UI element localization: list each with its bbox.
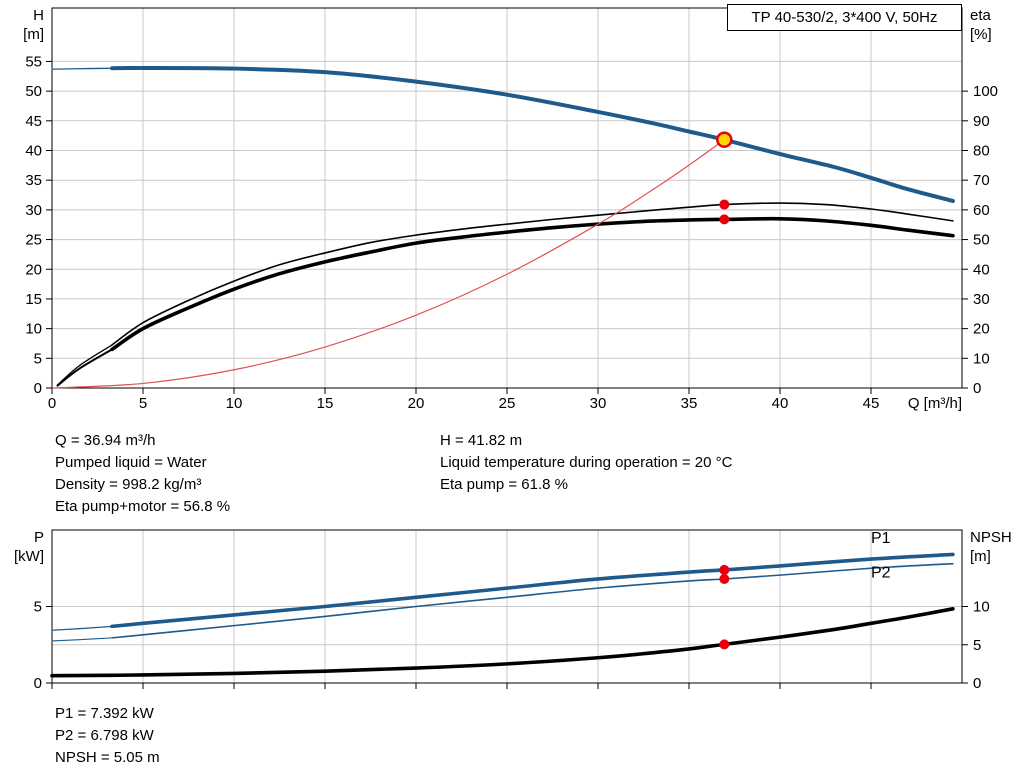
y-left-tick-label: 30 (25, 202, 42, 219)
x-tick-label: 25 (499, 395, 516, 412)
curve-label-P1: P1 (871, 530, 891, 547)
y-left-tick-label: 0 (34, 675, 42, 692)
operating-data-right: H = 41.82 m Liquid temperature during op… (440, 430, 732, 496)
eta-pump-motor-point-marker (719, 214, 730, 225)
p2-point-marker (719, 573, 730, 584)
x-tick-label: 5 (139, 395, 147, 412)
eta-pump-point-marker (719, 199, 730, 210)
curve-P1-lead-in (51, 625, 113, 631)
y-right-tick-label: 0 (973, 380, 981, 397)
x-tick-label: 30 (590, 395, 607, 412)
y-left-tick-label: 40 (25, 143, 42, 160)
y-left-axis-label: [m] (23, 26, 44, 43)
curve-system-curve (51, 139, 725, 389)
x-tick-label: 10 (226, 395, 243, 412)
info-line-liquid: Pumped liquid = Water (55, 454, 207, 471)
info-line-npsh: NPSH = 5.05 m (55, 749, 160, 766)
y-left-tick-label: 45 (25, 113, 42, 130)
info-line-p1: P1 = 7.392 kW (55, 705, 154, 722)
curve-H-lead-in (51, 67, 113, 70)
curve-eta-pump (111, 202, 954, 346)
curve-P2 (111, 562, 954, 639)
y-right-tick-label: 20 (973, 321, 990, 338)
curve-P1 (110, 552, 955, 629)
curve-eta-pump-motor (110, 216, 955, 352)
y-right-tick-label: 5 (973, 637, 981, 654)
y-left-tick-label: 15 (25, 291, 42, 308)
info-line-density: Density = 998.2 kg/m³ (55, 476, 202, 493)
y-right-tick-label: 100 (973, 83, 998, 100)
y-right-tick-label: 10 (973, 599, 990, 616)
y-left-tick-label: 20 (25, 261, 42, 278)
y-left-tick-label: 5 (34, 599, 42, 616)
y-left-tick-label: 35 (25, 172, 42, 189)
y-left-tick-label: 50 (25, 83, 42, 100)
info-line-eta-pump-motor: Eta pump+motor = 56.8 % (55, 498, 231, 515)
y-left-axis-label: P (34, 529, 44, 546)
y-right-axis-label: [%] (970, 26, 992, 43)
p1-point-marker (719, 564, 730, 575)
y-right-axis-label: [m] (970, 548, 991, 565)
y-right-tick-label: 30 (973, 291, 990, 308)
duty-point-marker (716, 131, 733, 148)
info-line-h: H = 41.82 m (440, 432, 523, 449)
y-right-tick-label: 50 (973, 232, 990, 249)
y-right-tick-label: 70 (973, 172, 990, 189)
x-tick-label: 0 (48, 395, 56, 412)
y-right-tick-label: 0 (973, 675, 981, 692)
power-data: P1 = 7.392 kW P2 = 6.798 kW NPSH = 5.05 … (55, 703, 160, 769)
y-left-axis-label: H (33, 7, 44, 24)
y-right-tick-label: 40 (973, 261, 990, 278)
x-tick-label: 40 (772, 395, 789, 412)
info-line-eta-pump: Eta pump = 61.8 % (440, 476, 568, 493)
curve-eta-pump-motor-lead-in (56, 348, 114, 387)
operating-data-left: Q = 36.94 m³/h Pumped liquid = Water Den… (55, 430, 230, 518)
y-left-tick-label: 55 (25, 53, 42, 70)
curve-P2-lead-in (51, 637, 113, 642)
x-tick-label: 35 (681, 395, 698, 412)
info-line-temperature: Liquid temperature during operation = 20… (440, 454, 733, 471)
curve-NPSH (50, 606, 955, 678)
y-left-tick-label: 10 (25, 321, 42, 338)
y-left-tick-label: 0 (34, 380, 42, 397)
info-line-p2: P2 = 6.798 kW (55, 727, 154, 744)
x-axis-label: Q [m³/h] (908, 395, 962, 412)
y-left-axis-label: [kW] (14, 548, 44, 565)
y-right-tick-label: 60 (973, 202, 990, 219)
y-right-tick-label: 90 (973, 113, 990, 130)
y-right-tick-label: 80 (973, 143, 990, 160)
y-right-tick-label: 10 (973, 350, 990, 367)
y-right-axis-label: NPSH (970, 529, 1012, 546)
x-tick-label: 15 (317, 395, 334, 412)
y-left-tick-label: 25 (25, 232, 42, 249)
info-line-q: Q = 36.94 m³/h (55, 432, 156, 449)
npsh-point-marker (719, 639, 730, 650)
x-tick-label: 20 (408, 395, 425, 412)
y-left-tick-label: 5 (34, 350, 42, 367)
curve-label-P2: P2 (871, 564, 891, 581)
curve-H-pump-curve (110, 65, 955, 203)
pump-title-box: TP 40-530/2, 3*400 V, 50Hz (727, 4, 962, 31)
x-tick-label: 45 (863, 395, 880, 412)
y-right-axis-label: eta (970, 7, 992, 24)
